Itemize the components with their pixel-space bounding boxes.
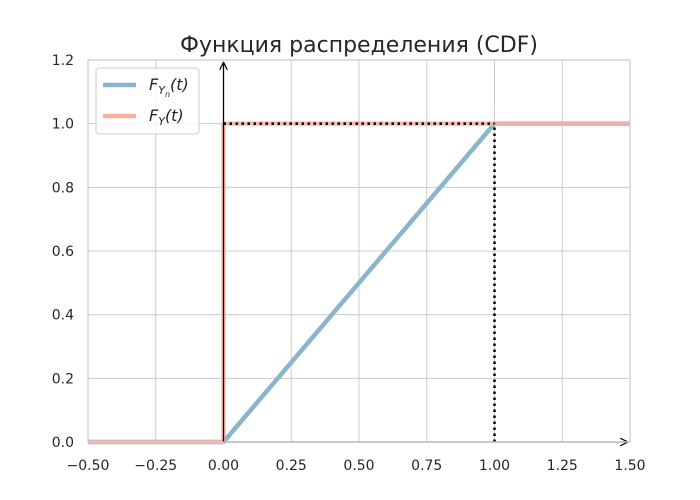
legend-label-2: FY(t) <box>149 106 184 128</box>
x-tick-label: 1.00 <box>479 458 510 474</box>
y-tick-label: 0.4 <box>52 308 74 324</box>
legend: FYn(t) FY(t) <box>95 67 200 135</box>
tick-labels: −0.50 −0.25 0.00 0.25 0.50 0.75 1.00 1.25 1.50 0.… <box>52 53 646 474</box>
x-tick-label: 0.50 <box>343 458 374 474</box>
reference-lines <box>223 122 496 442</box>
chart-title: Функция распределения (CDF) <box>180 33 538 58</box>
y-tick-label: 1.2 <box>52 53 74 69</box>
legend-label-1: FYn(t) <box>149 75 189 99</box>
plot-frame <box>87 59 631 443</box>
x-tick-label: −0.25 <box>134 458 177 474</box>
x-tick-label: 1.25 <box>547 458 578 474</box>
x-tick-label: 0.75 <box>411 458 442 474</box>
x-tick-label: 1.50 <box>614 458 645 474</box>
x-tick-label: −0.50 <box>67 458 110 474</box>
y-tick-label: 0.2 <box>52 371 74 387</box>
y-tick-label: 1.0 <box>52 117 74 133</box>
x-tick-label: 0.25 <box>276 458 307 474</box>
y-tick-label: 0.6 <box>52 244 74 260</box>
x-tick-label: 0.00 <box>208 458 239 474</box>
y-tick-label: 0.0 <box>52 435 74 451</box>
y-tick-label: 0.8 <box>52 180 74 196</box>
